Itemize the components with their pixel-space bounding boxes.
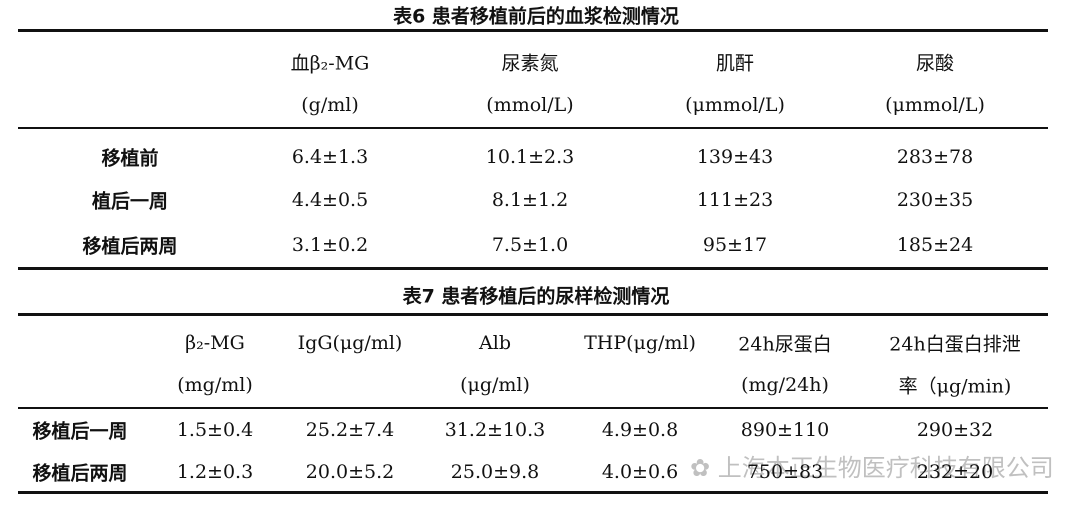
row-label: 移植后两周 bbox=[32, 462, 128, 485]
column-unit: (μmmol/L) bbox=[885, 94, 985, 116]
cell: 7.5±1.0 bbox=[491, 234, 569, 256]
column-unit: (μg/ml) bbox=[460, 374, 530, 396]
column-header: 尿素氮 bbox=[501, 52, 559, 75]
row-label: 移植后两周 bbox=[82, 235, 178, 258]
rule bbox=[18, 267, 1048, 270]
cell: 230±35 bbox=[896, 189, 974, 211]
column-header: IgG(μg/ml) bbox=[297, 332, 403, 354]
column-header: 24h尿蛋白 bbox=[738, 333, 832, 356]
cell: 4.4±0.5 bbox=[291, 189, 369, 211]
cell: 890±110 bbox=[740, 419, 830, 441]
cell: 10.1±2.3 bbox=[485, 146, 575, 168]
watermark-text: 上海本正生物医疗科技有限公司 bbox=[717, 454, 1054, 482]
column-header: 24h白蛋白排泄 bbox=[889, 333, 1021, 356]
cell: 111±23 bbox=[696, 189, 774, 211]
table-title: 表7 患者移植后的尿样检测情况 bbox=[402, 285, 670, 308]
table-title: 表6 患者移植前后的血浆检测情况 bbox=[393, 5, 679, 28]
cell: 290±32 bbox=[916, 419, 994, 441]
rule bbox=[18, 491, 1048, 494]
column-unit: (mmol/L) bbox=[486, 94, 574, 116]
cell: 232±20 bbox=[916, 461, 994, 483]
row-label: 移植后一周 bbox=[32, 420, 128, 443]
cell: 31.2±10.3 bbox=[444, 419, 546, 441]
column-unit: (g/ml) bbox=[301, 94, 359, 116]
cell: 4.9±0.8 bbox=[601, 419, 679, 441]
cell: 1.5±0.4 bbox=[176, 419, 254, 441]
cell: 4.0±0.6 bbox=[601, 461, 679, 483]
cell: 1.2±0.3 bbox=[176, 461, 254, 483]
column-header: 肌酐 bbox=[715, 52, 755, 75]
column-unit: (μmmol/L) bbox=[685, 94, 785, 116]
cell: 283±78 bbox=[896, 146, 974, 168]
cell: 20.0±5.2 bbox=[305, 461, 395, 483]
column-unit: 率（μg/min) bbox=[898, 375, 1012, 398]
cell: 25.0±9.8 bbox=[450, 461, 540, 483]
cell: 750±83 bbox=[746, 461, 824, 483]
rule bbox=[18, 127, 1048, 129]
column-unit: (mg/24h) bbox=[741, 374, 829, 396]
row-label: 植后一周 bbox=[91, 190, 169, 213]
column-unit: (mg/ml) bbox=[177, 374, 253, 396]
column-header: β₂-MG bbox=[185, 332, 245, 354]
cell: 95±17 bbox=[702, 234, 768, 256]
cell: 185±24 bbox=[896, 234, 974, 256]
column-header: 尿酸 bbox=[915, 52, 955, 75]
watermark: ✿ 上海本正生物医疗科技有限公司 bbox=[690, 454, 1054, 482]
column-header: Alb bbox=[479, 332, 511, 354]
cell: 25.2±7.4 bbox=[305, 419, 395, 441]
cell: 8.1±1.2 bbox=[491, 189, 569, 211]
rule bbox=[18, 29, 1048, 32]
rule bbox=[18, 407, 1048, 409]
column-header: THP(μg/ml) bbox=[584, 332, 696, 354]
cell: 6.4±1.3 bbox=[291, 146, 369, 168]
cell: 139±43 bbox=[696, 146, 774, 168]
row-label: 移植前 bbox=[101, 147, 159, 170]
rule bbox=[18, 313, 1048, 316]
column-header: 血β₂-MG bbox=[290, 52, 370, 75]
cell: 3.1±0.2 bbox=[291, 234, 369, 256]
